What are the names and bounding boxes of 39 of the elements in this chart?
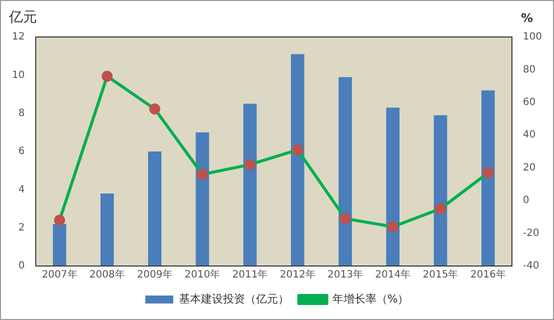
x-tick-label: 2007年 bbox=[42, 268, 78, 281]
y-tick-label: 2 bbox=[18, 222, 25, 234]
legend-label: 年增长率（%） bbox=[332, 292, 409, 306]
bar bbox=[481, 90, 495, 266]
y2-tick-label: -40 bbox=[522, 260, 540, 272]
y2-tick-label: 40 bbox=[522, 130, 536, 141]
y-tick-label: 0 bbox=[18, 260, 25, 272]
x-tick-label: 2008年 bbox=[89, 268, 125, 281]
bar bbox=[148, 152, 162, 266]
y2-tick-label: -20 bbox=[522, 228, 540, 239]
x-tick-label: 2011年 bbox=[232, 268, 268, 281]
x-tick-label: 2016年 bbox=[470, 268, 506, 281]
y2-tick-label: 80 bbox=[522, 64, 536, 76]
x-tick-label: 2012年 bbox=[280, 268, 316, 281]
y2-tick-label: 60 bbox=[522, 97, 536, 108]
bar bbox=[434, 115, 448, 266]
x-tick-label: 2013年 bbox=[328, 268, 363, 281]
legend-label: 基本建设投资（亿元） bbox=[178, 292, 289, 306]
bar bbox=[338, 77, 352, 266]
x-tick-label: 2010年 bbox=[184, 268, 220, 281]
y-axis-title: 亿元 bbox=[8, 10, 37, 26]
bar bbox=[290, 54, 304, 266]
y-tick-label: 12 bbox=[12, 32, 25, 43]
bar bbox=[386, 108, 400, 266]
y2-tick-label: 20 bbox=[522, 162, 536, 174]
bar bbox=[243, 104, 257, 266]
bar bbox=[100, 193, 114, 266]
bar bbox=[52, 224, 66, 266]
y2-tick-label: 0 bbox=[522, 195, 530, 206]
x-tick-label: 2009年 bbox=[137, 268, 172, 281]
y2-tick-label: 100 bbox=[522, 32, 542, 43]
bar bbox=[196, 132, 210, 266]
x-tick-label: 2015年 bbox=[422, 268, 458, 281]
y2-axis-title: % bbox=[520, 11, 534, 26]
y-tick-label: 4 bbox=[18, 184, 25, 196]
y-tick-label: 10 bbox=[12, 70, 25, 81]
y-tick-label: 6 bbox=[18, 146, 25, 158]
y-tick-label: 8 bbox=[18, 108, 25, 119]
x-tick-label: 2014年 bbox=[375, 268, 411, 281]
